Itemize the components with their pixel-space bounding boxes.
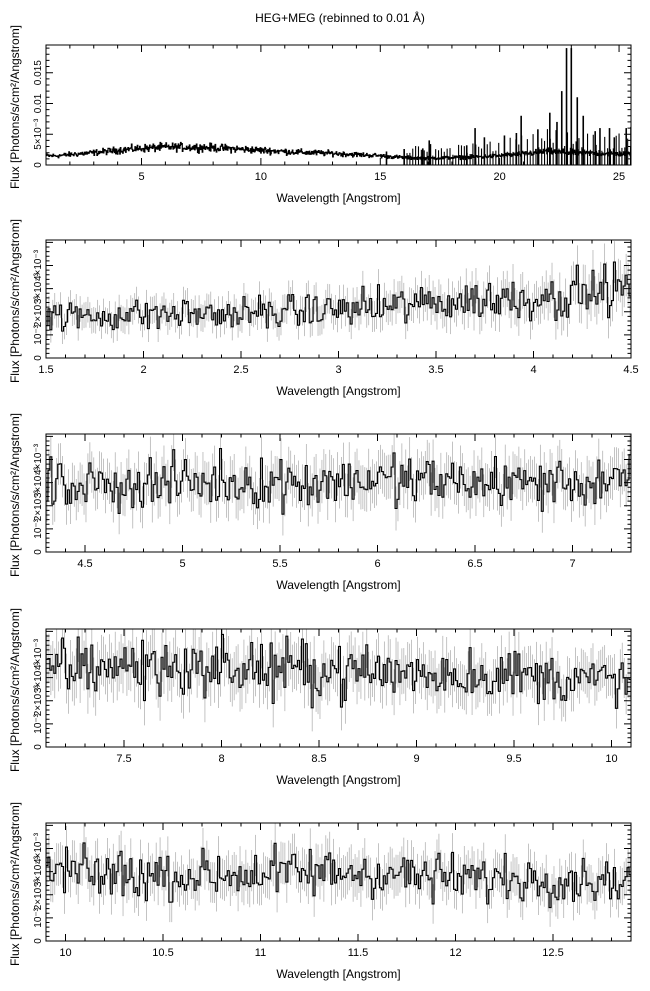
y-tick-label: 10⁻³ (33, 907, 44, 927)
x-tick-label: 6 (374, 558, 380, 570)
x-tick-label: 8.5 (311, 753, 326, 765)
chart-panel-3: 4.5 5 5.5 6 6.5 7 0 10⁻³2×10⁻³3×10⁻³4×10⁻³ Wavel… (8, 413, 632, 592)
y-ticks (46, 630, 631, 748)
x-tick-label: 20 (494, 171, 506, 183)
y-tick-label: 0.01 (33, 93, 44, 113)
y-tick-label: 0 (33, 938, 44, 944)
x-tick-label: 10 (605, 753, 617, 765)
y-tick-label: 4×10⁻³ (33, 443, 44, 475)
line-forest (403, 129, 631, 165)
x-tick-label: 2 (140, 364, 146, 376)
x-tick-label: 12 (449, 947, 461, 959)
x-tick-label: 2.5 (233, 364, 248, 376)
x-tick-label: 5.5 (272, 558, 287, 570)
x-tick-label: 25 (613, 171, 625, 183)
y-axis-label: Flux [Photons/s/cm²/Angstrom] (8, 802, 22, 966)
x-tick-label: 10.5 (152, 947, 173, 959)
x-tick-label: 9 (413, 753, 419, 765)
x-ticks (45, 45, 620, 165)
x-ticks (45, 434, 632, 552)
spectrum-data (46, 241, 631, 344)
y-tick-label: 2×10⁻³ (33, 489, 44, 521)
x-tick-label: 8 (218, 753, 224, 765)
y-tick-label: 0 (33, 162, 44, 168)
y-axis-label: Flux [Photons/s/cm²/Angstrom] (8, 219, 22, 383)
x-tick-label: 4.5 (77, 558, 92, 570)
y-tick-label: 10⁻³ (33, 713, 44, 733)
y-tick-label: 5×10⁻³ (33, 118, 44, 150)
x-ticks (45, 629, 632, 747)
y-tick-label: 3×10⁻³ (33, 272, 44, 304)
chart-panel-2: 1.5 2 2.5 3 3.5 4 4.5 0 10⁻³2×10⁻³3×10⁻³4×10⁻³ Wa… (8, 219, 639, 398)
x-tick-label: 9.5 (506, 753, 521, 765)
y-tick-label: 10⁻³ (33, 324, 44, 344)
spectrum-line (46, 141, 631, 161)
x-ticks (45, 823, 632, 941)
x-tick-label: 10 (59, 947, 71, 959)
x-tick-label: 4 (530, 364, 536, 376)
y-tick-label: 3×10⁻³ (33, 855, 44, 887)
chart-panel-5: 10 10.5 11 11.5 12 12.5 0 10⁻³2×10⁻³3×10⁻³4×10⁻… (8, 802, 632, 981)
y-ticks (46, 241, 631, 359)
spectrum-line (46, 261, 631, 332)
y-ticks (46, 47, 631, 166)
y-tick-label: 0 (33, 744, 44, 750)
spectrum-line (46, 842, 631, 909)
x-tick-label: 10 (255, 171, 267, 183)
y-ticks (46, 435, 631, 553)
x-axis-label: Wavelength [Angstrom] (276, 384, 400, 398)
x-tick-label: 5 (179, 558, 185, 570)
x-axis-label: Wavelength [Angstrom] (276, 578, 400, 592)
y-axis-label: Flux [Photons/s/cm²/Angstrom] (8, 608, 22, 772)
page-title: HEG+MEG (rebinned to 0.01 Å) (255, 11, 425, 25)
y-tick-label: 2×10⁻³ (33, 295, 44, 327)
x-tick-label: 7.5 (116, 753, 131, 765)
x-tick-label: 11.5 (348, 947, 369, 959)
y-axis-label: Flux [Photons/s/cm²/Angstrom] (8, 25, 22, 189)
chart-panel-1: 5 10 15 20 25 0 5×10⁻³ 0.01 0.015 Wavelength [Ang… (8, 25, 632, 205)
y-tick-label: 10⁻³ (33, 518, 44, 538)
x-tick-label: 5 (138, 171, 144, 183)
spectrum-line (46, 447, 631, 515)
x-tick-label: 3 (335, 364, 341, 376)
y-tick-label: 2×10⁻³ (33, 684, 44, 716)
y-tick-label: 4×10⁻³ (33, 832, 44, 864)
chart-panel-4: 7.5 8 8.5 9 9.5 10 0 10⁻³2×10⁻³3×10⁻³4×10⁻³ Wave… (8, 608, 632, 787)
spectrum-data (46, 434, 631, 536)
spectrum-data (46, 823, 631, 927)
x-axis-label: Wavelength [Angstrom] (276, 191, 400, 205)
x-tick-label: 11 (255, 947, 266, 959)
spectrum-line (46, 633, 631, 709)
spectrum-data (46, 629, 631, 732)
y-tick-label: 0 (33, 355, 44, 361)
x-tick-label: 3.5 (428, 364, 443, 376)
spectrum-data (46, 48, 631, 165)
x-tick-label: 7 (569, 558, 575, 570)
x-tick-label: 15 (374, 171, 386, 183)
plot-frame (45, 44, 632, 166)
y-tick-label: 3×10⁻³ (33, 466, 44, 498)
y-tick-label: 2×10⁻³ (33, 878, 44, 910)
x-tick-label: 1.5 (38, 364, 53, 376)
y-tick-label: 0.015 (33, 60, 44, 85)
y-tick-label: 0 (33, 549, 44, 555)
x-axis-label: Wavelength [Angstrom] (276, 967, 400, 981)
y-axis-label: Flux [Photons/s/cm²/Angstrom] (8, 413, 22, 577)
x-tick-label: 6.5 (467, 558, 482, 570)
x-tick-label: 12.5 (542, 947, 563, 959)
y-tick-label: 4×10⁻³ (33, 638, 44, 670)
y-tick-label: 4×10⁻³ (33, 249, 44, 281)
x-axis-label: Wavelength [Angstrom] (276, 773, 400, 787)
x-tick-label: 4.5 (623, 364, 638, 376)
x-ticks (45, 240, 632, 358)
y-ticks (46, 824, 631, 942)
error-bars (46, 241, 631, 344)
y-tick-label: 3×10⁻³ (33, 661, 44, 693)
